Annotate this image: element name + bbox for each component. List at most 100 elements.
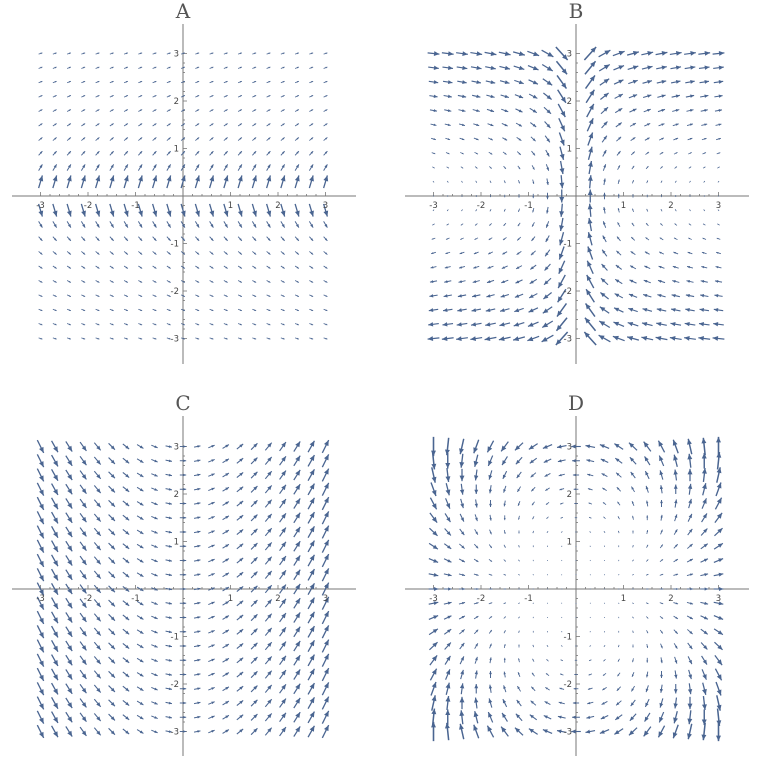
vector-arrow: [223, 337, 228, 340]
vector-arrow: [673, 251, 679, 255]
vector-arrow: [195, 52, 200, 55]
vector-arrow: [646, 657, 649, 663]
vector-arrow: [659, 588, 664, 590]
vector-arrow-head: [211, 109, 214, 112]
vector-arrow: [65, 483, 73, 495]
vector-arrow-head: [716, 704, 722, 711]
vector-arrow-head: [40, 266, 43, 269]
vector-arrow-head: [54, 309, 57, 311]
vector-arrow: [657, 440, 666, 453]
vector-arrow: [528, 79, 539, 85]
vector-arrow: [612, 335, 625, 342]
vector-arrow-head: [441, 336, 448, 341]
vector-arrow: [601, 473, 608, 477]
vector-arrow-head: [689, 152, 692, 154]
vector-arrow: [703, 195, 705, 197]
vector-arrow-head: [531, 488, 534, 492]
vector-arrow: [532, 630, 534, 633]
vector-arrow-head: [211, 630, 215, 633]
vector-arrow: [473, 724, 480, 739]
vector-arrow-head: [587, 488, 591, 491]
vector-arrow: [195, 294, 200, 298]
vector-arrow: [151, 601, 158, 605]
vector-arrow-head: [630, 251, 634, 254]
vector-arrow-head: [501, 266, 505, 269]
vector-arrow: [501, 108, 509, 113]
vector-arrow-head: [39, 617, 44, 624]
vector-arrow-head: [281, 698, 286, 704]
vector-arrow: [109, 294, 114, 298]
vector-arrow-head: [661, 180, 663, 182]
vector-arrow: [630, 136, 636, 142]
vector-arrow-head: [81, 559, 87, 565]
vector-arrow-head: [615, 265, 620, 269]
vector-arrow: [528, 443, 538, 450]
vector-arrow-head: [281, 527, 286, 533]
vector-arrow: [66, 251, 72, 255]
vector-arrow: [617, 165, 621, 170]
vector-arrow: [122, 685, 130, 692]
vector-arrow: [123, 337, 129, 340]
vector-arrow: [264, 599, 273, 608]
vector-arrow-head: [68, 337, 71, 340]
vector-arrow-head: [253, 557, 258, 562]
vector-arrow-head: [211, 644, 215, 648]
vector-arrow-head: [660, 500, 663, 504]
vector-arrow: [659, 602, 664, 605]
vector-arrow-head: [111, 266, 114, 269]
vector-arrow: [50, 468, 59, 482]
vector-arrow-head: [574, 659, 576, 661]
vector-arrow: [660, 657, 663, 664]
vector-arrow: [688, 237, 692, 240]
vector-arrow-head: [687, 438, 692, 445]
vector-arrow-head: [67, 702, 73, 709]
vector-arrow: [443, 601, 452, 605]
vector-arrow: [473, 251, 479, 255]
vector-arrow: [138, 123, 143, 127]
vector-arrow: [195, 123, 200, 127]
vector-arrow-head: [618, 65, 625, 70]
vector-arrow-head: [488, 238, 491, 240]
vector-arrow: [542, 729, 553, 734]
vector-arrow-head: [139, 137, 143, 140]
vector-arrow-head: [281, 499, 286, 505]
vector-arrow-head: [673, 703, 678, 709]
vector-arrow: [600, 277, 609, 286]
vector-arrow-head: [461, 573, 466, 577]
vector-arrow: [52, 52, 57, 55]
vector-arrow: [515, 456, 523, 465]
vector-arrow: [461, 195, 463, 197]
vector-arrow-head: [615, 458, 620, 462]
vector-arrow: [236, 457, 244, 464]
vector-arrow: [136, 501, 144, 506]
vector-arrow: [152, 94, 157, 98]
vector-arrow: [474, 643, 479, 649]
vector-arrow-head: [460, 656, 464, 661]
vector-arrow-head: [618, 108, 623, 112]
vector-arrow-head: [690, 587, 694, 591]
vector-arrow-head: [675, 80, 681, 84]
vector-arrow: [93, 499, 102, 508]
vector-arrow: [688, 498, 693, 509]
vector-arrow-head: [182, 295, 185, 297]
vector-arrow: [180, 137, 186, 141]
vector-arrow: [321, 667, 330, 682]
vector-arrow-head: [657, 279, 662, 283]
vector-arrow: [307, 468, 316, 482]
vector-arrow-head: [473, 460, 479, 467]
vector-arrow: [79, 641, 87, 651]
vector-arrow: [108, 471, 116, 479]
vector-arrow-head: [67, 659, 73, 666]
vector-arrow: [702, 152, 707, 155]
vector-arrow-head: [210, 151, 214, 154]
y-tick-label: -3: [171, 728, 179, 738]
vector-arrow: [236, 514, 244, 521]
vector-arrow-head: [81, 545, 87, 551]
vector-arrow-head: [462, 51, 468, 56]
vector-arrow-head: [490, 181, 492, 183]
vector-arrow-head: [546, 138, 550, 143]
vector-arrow-head: [562, 54, 568, 61]
vector-arrow-head: [125, 66, 128, 69]
vector-arrow: [583, 46, 597, 61]
vector-arrow: [499, 65, 511, 71]
